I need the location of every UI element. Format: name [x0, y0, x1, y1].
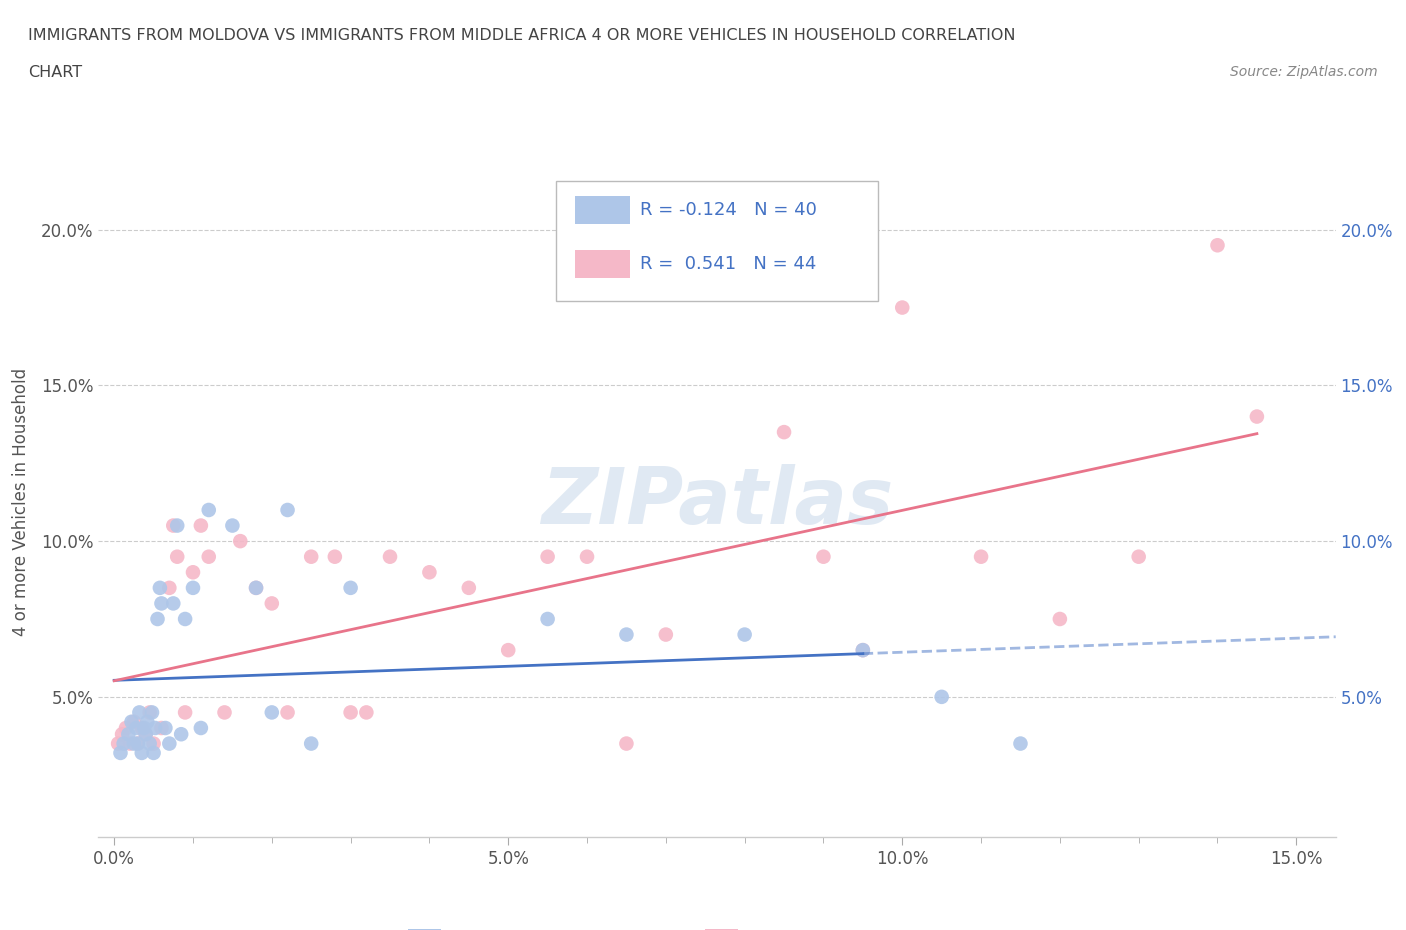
Point	[1246, 409, 1268, 424]
Point	[112, 737, 135, 751]
Point	[143, 721, 166, 736]
Point	[142, 737, 165, 751]
Point	[378, 550, 401, 565]
Point	[181, 565, 204, 579]
Point	[616, 627, 638, 642]
Point	[122, 714, 145, 729]
Point	[734, 627, 756, 642]
Point	[134, 721, 156, 736]
Point	[162, 518, 184, 533]
Point	[214, 705, 236, 720]
Point	[118, 737, 141, 751]
Point	[150, 721, 173, 736]
Point	[150, 596, 173, 611]
Point	[536, 550, 558, 565]
Point	[142, 746, 165, 761]
Point	[115, 721, 138, 736]
Point	[1128, 550, 1150, 565]
Point	[149, 580, 172, 595]
Point	[190, 721, 212, 736]
Point	[127, 737, 149, 751]
Point	[121, 714, 143, 729]
Point	[616, 737, 638, 751]
Point	[576, 550, 599, 565]
Point	[138, 705, 160, 720]
Point	[107, 737, 129, 751]
Point	[181, 580, 204, 595]
Point	[162, 596, 184, 611]
Point	[197, 550, 219, 565]
Point	[197, 502, 219, 517]
Text: CHART: CHART	[28, 65, 82, 80]
Bar	[575, 250, 630, 278]
Point	[136, 714, 159, 729]
FancyBboxPatch shape	[557, 180, 877, 301]
Point	[141, 705, 163, 720]
Point	[157, 737, 180, 751]
Point	[339, 580, 361, 595]
Point	[891, 300, 914, 315]
Point	[174, 705, 197, 720]
Text: IMMIGRANTS FROM MOLDOVA VS IMMIGRANTS FROM MIDDLE AFRICA 4 OR MORE VEHICLES IN H: IMMIGRANTS FROM MOLDOVA VS IMMIGRANTS FR…	[28, 28, 1015, 43]
Point	[536, 612, 558, 627]
Point	[245, 580, 267, 595]
Point	[135, 726, 157, 741]
Point	[418, 565, 440, 579]
Point	[131, 721, 153, 736]
Point	[166, 550, 188, 565]
Point	[111, 726, 134, 741]
Point	[299, 550, 322, 565]
Point	[170, 726, 193, 741]
Point	[813, 550, 835, 565]
Point	[299, 737, 322, 751]
Point	[1010, 737, 1032, 751]
Point	[1049, 612, 1071, 627]
Point	[356, 705, 378, 720]
Point	[157, 580, 180, 595]
Point	[277, 502, 299, 517]
Legend: Immigrants from Moldova, Immigrants from Middle Africa: Immigrants from Moldova, Immigrants from…	[399, 920, 1035, 930]
Point	[260, 596, 283, 611]
Point	[339, 705, 361, 720]
Point	[174, 612, 197, 627]
Point	[245, 580, 267, 595]
Point	[125, 721, 148, 736]
Point	[852, 643, 875, 658]
Point	[221, 518, 243, 533]
Point	[166, 518, 188, 533]
Text: R = -0.124   N = 40: R = -0.124 N = 40	[640, 201, 817, 219]
Point	[970, 550, 993, 565]
Point	[457, 580, 479, 595]
Point	[138, 737, 160, 751]
Point	[931, 689, 953, 704]
Bar	[575, 196, 630, 224]
Point	[190, 518, 212, 533]
Point	[131, 746, 153, 761]
Point	[277, 705, 299, 720]
Point	[155, 721, 177, 736]
Point	[773, 425, 796, 440]
Point	[146, 612, 169, 627]
Y-axis label: 4 or more Vehicles in Household: 4 or more Vehicles in Household	[11, 368, 30, 636]
Point	[122, 737, 145, 751]
Text: Source: ZipAtlas.com: Source: ZipAtlas.com	[1230, 65, 1378, 79]
Point	[117, 726, 139, 741]
Point	[496, 643, 519, 658]
Point	[260, 705, 283, 720]
Point	[229, 534, 252, 549]
Point	[127, 737, 149, 751]
Point	[128, 705, 150, 720]
Point	[852, 643, 875, 658]
Point	[655, 627, 678, 642]
Point	[1206, 238, 1229, 253]
Text: R =  0.541   N = 44: R = 0.541 N = 44	[640, 255, 817, 272]
Text: ZIPatlas: ZIPatlas	[541, 464, 893, 540]
Point	[135, 726, 157, 741]
Point	[110, 746, 132, 761]
Point	[323, 550, 346, 565]
